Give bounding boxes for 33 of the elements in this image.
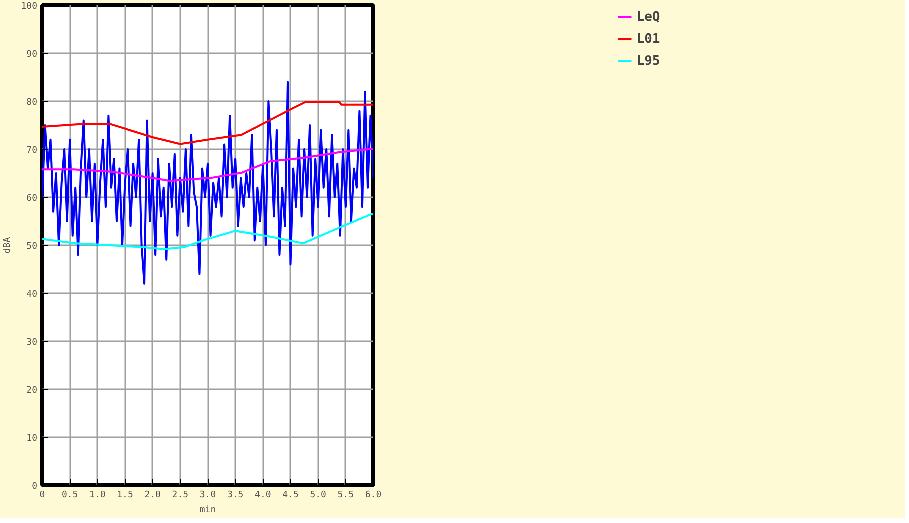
- x-tick-label: 2.5: [172, 490, 189, 500]
- y-tick-label: 40: [26, 290, 38, 300]
- y-axis-title: dBA: [3, 236, 14, 254]
- x-tick-label: 5.5: [338, 490, 354, 500]
- legend-label: L01: [636, 32, 660, 46]
- line-series: [42, 148, 374, 182]
- y-tick-label: 30: [26, 338, 38, 348]
- y-tick-label: 50: [26, 242, 38, 252]
- y-tick-label: 0: [32, 482, 38, 492]
- x-tick-label: 6.0: [365, 490, 382, 500]
- x-axis-title: min: [200, 506, 216, 516]
- line-series: [42, 101, 374, 146]
- x-tick-label: 5.0: [310, 490, 326, 500]
- x-tick-label: 0.5: [62, 490, 78, 500]
- x-tick-label: 0: [40, 490, 46, 500]
- x-tick-label: 2.0: [144, 490, 161, 500]
- line-series: [42, 81, 374, 285]
- x-tick-label: 4.0: [255, 490, 272, 500]
- y-tick-label: 80: [26, 98, 38, 108]
- y-tick-label: 70: [26, 146, 38, 156]
- y-tick-label: 90: [26, 50, 38, 60]
- y-tick-label: 20: [26, 386, 38, 396]
- x-tick-label: 3.5: [227, 490, 244, 500]
- line-series: [42, 212, 374, 250]
- x-tick-label: 1.5: [117, 490, 134, 500]
- legend-label: LeQ: [636, 10, 660, 24]
- y-tick-label: 10: [26, 434, 38, 444]
- y-tick-label: 100: [21, 2, 38, 12]
- x-tick-label: 3.0: [200, 490, 216, 500]
- y-tick-label: 60: [26, 194, 38, 204]
- x-tick-label: 4.5: [282, 490, 299, 500]
- x-tick-label: 1.0: [90, 490, 106, 500]
- legend-label: L95: [636, 54, 660, 68]
